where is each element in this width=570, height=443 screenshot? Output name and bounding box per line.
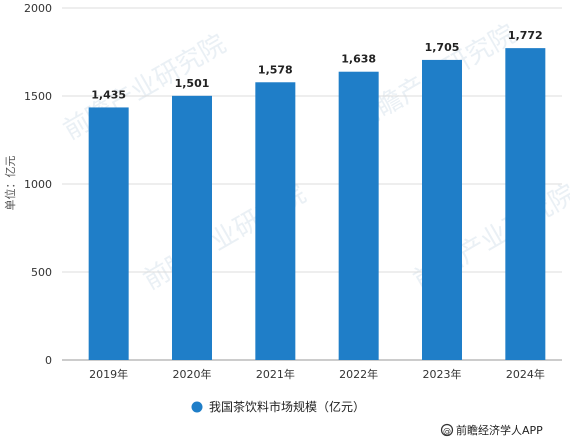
source-label: 前瞻经济学人APP: [456, 423, 543, 437]
x-tick-label: 2019年: [89, 367, 128, 381]
gridlines: [62, 7, 562, 361]
at-icon-glyph: @: [443, 427, 451, 436]
y-tick-label: 1000: [24, 178, 52, 191]
bars-group: [88, 48, 546, 361]
x-tick-label: 2020年: [173, 367, 212, 381]
x-tick-label: 2024年: [506, 367, 545, 381]
y-tick-labels: 0 500 1000 1500 2000: [24, 2, 52, 367]
data-label: 1,705: [425, 41, 460, 54]
x-tick-label: 2022年: [339, 367, 378, 381]
legend-label: 我国茶饮料市场规模（亿元）: [209, 399, 365, 414]
at-icon: [440, 423, 454, 437]
y-axis-title: 单位：亿元: [3, 156, 17, 211]
data-label: 1,578: [258, 63, 293, 76]
y-tick-label: 1500: [24, 90, 52, 103]
y-tick-label: 2000: [24, 2, 52, 15]
bar: [422, 59, 462, 361]
bar: [172, 95, 212, 360]
x-tick-labels: 2019年 2020年 2021年 2022年 2023年 2024年: [89, 367, 545, 381]
y-tick-label: 0: [45, 354, 52, 367]
watermark-layer: 前瞻产业研究院前瞻产业研究院前瞻产业研究院前瞻产业研究院: [59, 19, 570, 296]
source-credit: @ 前瞻经济学人APP: [440, 423, 543, 437]
bar: [338, 71, 379, 360]
bar: [505, 48, 546, 361]
data-label: 1,638: [341, 53, 376, 66]
data-label: 1,772: [508, 29, 543, 42]
data-labels: 1,435 1,501 1,578 1,638 1,705 1,772: [91, 29, 542, 101]
data-label: 1,435: [91, 88, 126, 101]
bar: [255, 82, 296, 360]
legend: 我国茶饮料市场规模（亿元）: [191, 399, 365, 414]
legend-marker: [191, 401, 203, 413]
data-label: 1,501: [175, 77, 210, 90]
x-tick-label: 2021年: [256, 367, 295, 381]
bar: [88, 107, 129, 360]
y-tick-label: 500: [31, 266, 52, 279]
x-tick-label: 2023年: [423, 367, 462, 381]
